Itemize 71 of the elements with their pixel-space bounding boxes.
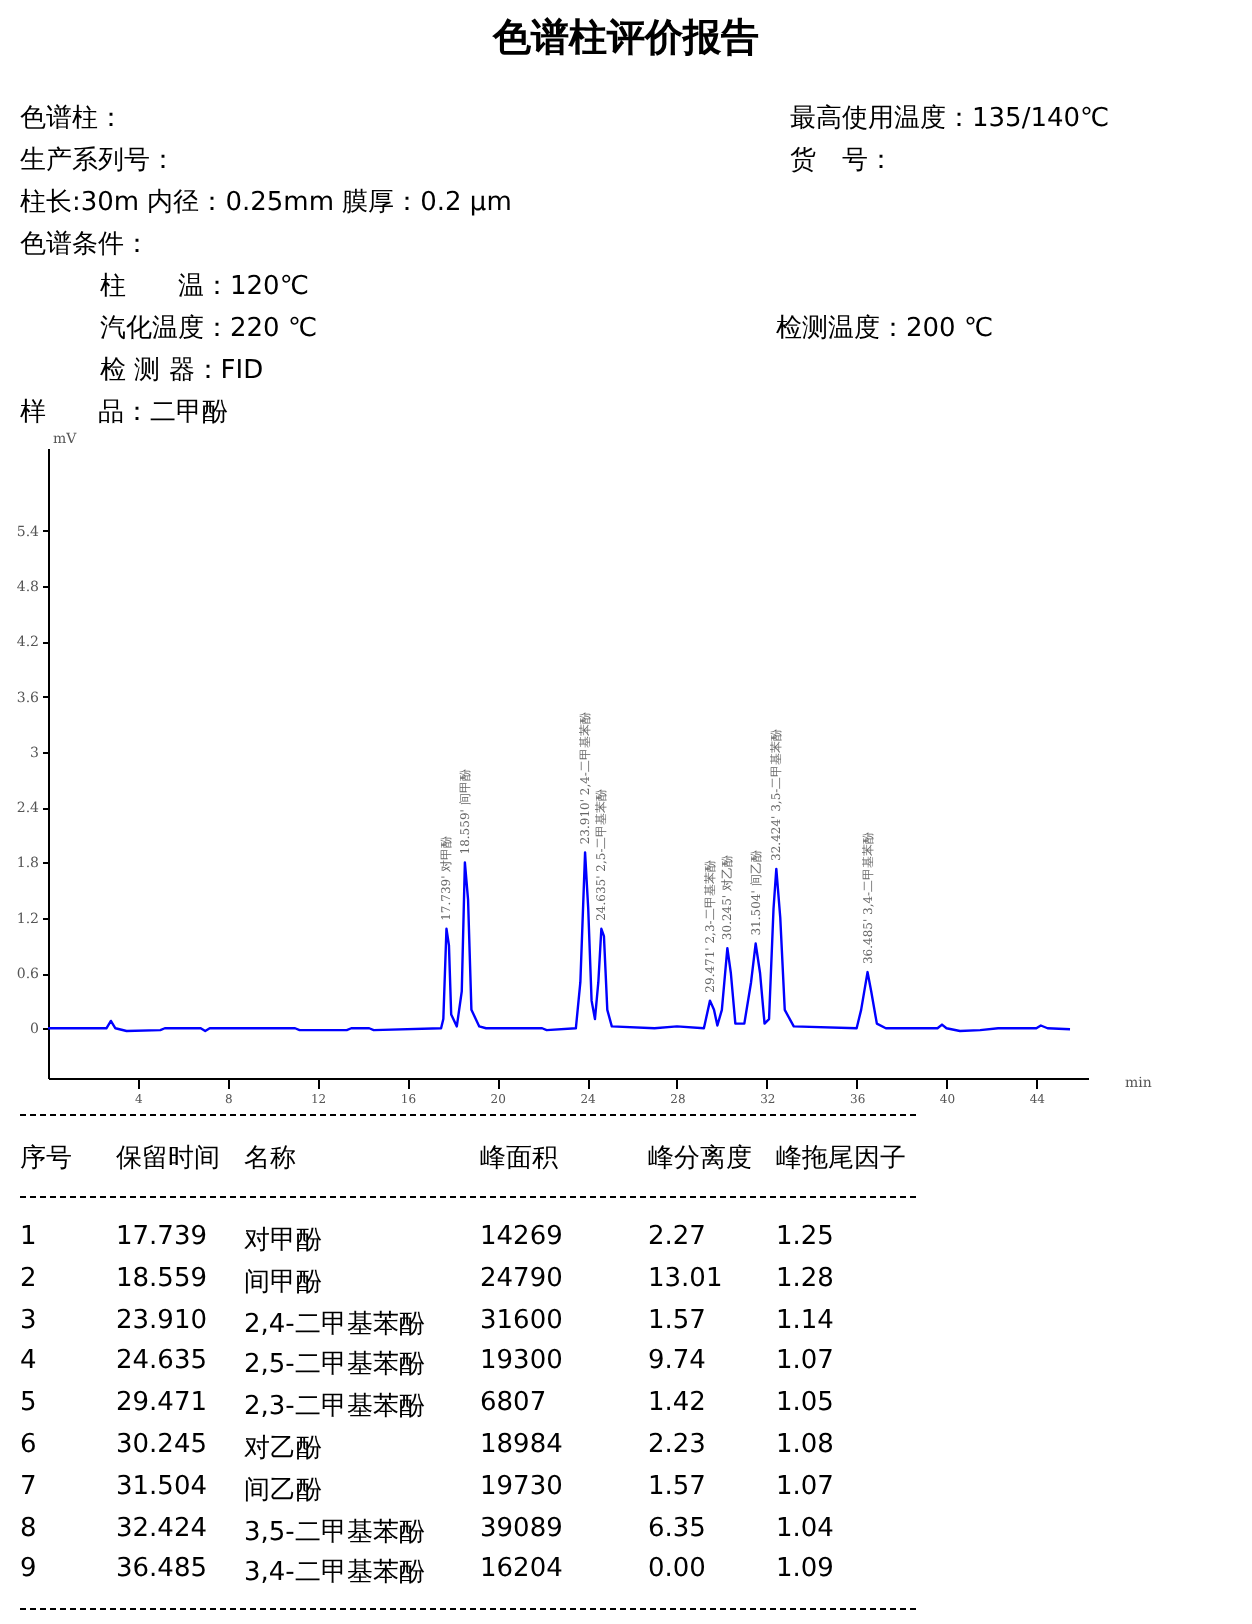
text: 39089 xyxy=(480,1513,563,1544)
text: 1.04 xyxy=(776,1513,834,1544)
text: 保留时间 xyxy=(116,1142,220,1176)
text: 间乙酚 xyxy=(244,1473,322,1508)
text: 19300 xyxy=(480,1346,563,1377)
text: 19730 xyxy=(480,1471,563,1502)
text: 最高使用温度：135/140℃ xyxy=(790,102,1110,136)
text: 23.910 xyxy=(116,1305,207,1336)
text: 柱 温：120℃ xyxy=(100,270,309,304)
text: 1.07 xyxy=(776,1346,834,1377)
text: 13.01 xyxy=(648,1263,723,1294)
text: 汽化温度：220 ℃ xyxy=(100,312,318,346)
text: 1.09 xyxy=(776,1554,834,1585)
text: 18.559 xyxy=(116,1263,207,1294)
text: 30.245 xyxy=(116,1430,207,1460)
text: 17.739 xyxy=(116,1222,207,1252)
text: 2,3-二甲基苯酚 xyxy=(244,1390,425,1425)
text: 4 xyxy=(20,1346,37,1377)
text: 峰分离度 xyxy=(648,1142,752,1176)
text: 对甲酚 xyxy=(244,1224,322,1258)
text: 峰面积 xyxy=(480,1142,558,1176)
text: 3,4-二甲基苯酚 xyxy=(244,1556,425,1591)
text: 1 xyxy=(20,1222,37,1252)
text: 货 号： xyxy=(790,144,894,178)
text: 2,4-二甲基苯酚 xyxy=(244,1307,425,1342)
text: 36.485 xyxy=(116,1554,207,1585)
text: 5 xyxy=(20,1388,37,1419)
text: 6.35 xyxy=(648,1513,706,1544)
text: 1.05 xyxy=(776,1388,834,1419)
text: 8 xyxy=(20,1513,37,1544)
text: 18984 xyxy=(480,1430,563,1460)
text: 样 品：二甲酚 xyxy=(20,396,228,430)
text: 1.42 xyxy=(648,1388,706,1419)
text: 1.57 xyxy=(648,1305,706,1336)
text: 检 测 器：FID xyxy=(100,354,264,388)
text: 3,5-二甲基苯酚 xyxy=(244,1515,425,1550)
text: 1.07 xyxy=(776,1471,834,1502)
text: 1.57 xyxy=(648,1471,706,1502)
text: 2.27 xyxy=(648,1222,706,1252)
text: 9 xyxy=(20,1554,37,1585)
text: 峰拖尾因子 xyxy=(776,1142,906,1176)
text: 1.25 xyxy=(776,1222,834,1252)
text: 31600 xyxy=(480,1305,563,1336)
text: 检测温度：200 ℃ xyxy=(776,312,994,346)
text: 间甲酚 xyxy=(244,1265,322,1300)
text: 32.424 xyxy=(116,1513,207,1544)
text: 16204 xyxy=(480,1554,563,1585)
text: 2.23 xyxy=(648,1430,706,1460)
text: 7 xyxy=(20,1471,37,1502)
text: 色谱柱： xyxy=(20,102,124,136)
text: 6807 xyxy=(480,1388,547,1419)
text: 名称 xyxy=(244,1142,296,1176)
text: 29.471 xyxy=(116,1388,207,1419)
text: 1.14 xyxy=(776,1305,834,1336)
text: 6 xyxy=(20,1430,37,1460)
text: 24.635 xyxy=(116,1346,207,1377)
text: 色谱条件： xyxy=(20,228,150,262)
text: 对乙酚 xyxy=(244,1432,322,1466)
text: 2 xyxy=(20,1263,37,1294)
text: 2,5-二甲基苯酚 xyxy=(244,1348,425,1383)
text: 14269 xyxy=(480,1222,563,1252)
text: 柱长:30m 内径：0.25mm 膜厚：0.2 μm xyxy=(20,186,512,220)
text: 1.28 xyxy=(776,1263,834,1294)
text: 9.74 xyxy=(648,1346,706,1377)
text: 1.08 xyxy=(776,1430,834,1460)
text: 生产系列号： xyxy=(20,144,176,178)
text: 24790 xyxy=(480,1263,563,1294)
chart-title: 色谱柱评价报告 xyxy=(490,14,761,64)
text: 31.504 xyxy=(116,1471,207,1502)
text: 0.00 xyxy=(648,1554,706,1585)
text: 序号 xyxy=(20,1142,72,1176)
